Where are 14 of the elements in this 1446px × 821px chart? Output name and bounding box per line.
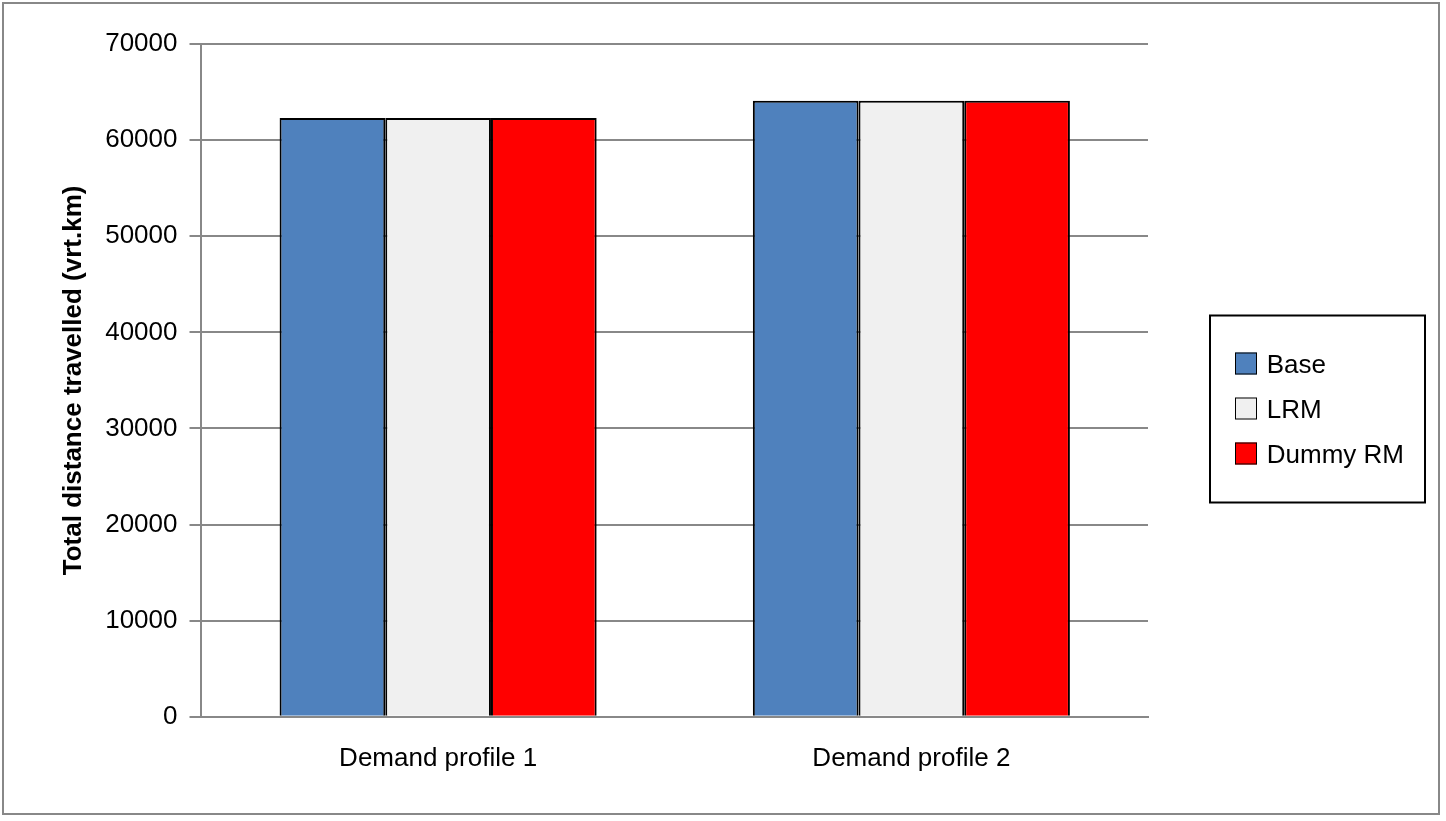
- text: LRM: [1266, 393, 1322, 424]
- y-tick-label: 0: [163, 699, 178, 730]
- y-tick-label: 70000: [105, 27, 178, 58]
- y-axis-title: Total distance travelled (vrt.km): [56, 185, 87, 576]
- y-tick-label: 30000: [105, 411, 178, 442]
- y-tick-label: 50000: [105, 219, 178, 250]
- y-tick-label: 10000: [105, 603, 178, 634]
- x-tick-label: Demand profile 2: [812, 741, 1011, 772]
- x-tick-label: Demand profile 1: [339, 741, 538, 772]
- legend-label: Base: [1266, 348, 1327, 379]
- legend-label: Dummy RM: [1266, 438, 1404, 469]
- y-tick-label: 20000: [105, 507, 178, 538]
- y-tick-label: 60000: [105, 123, 178, 154]
- y-tick-label: 40000: [105, 315, 178, 346]
